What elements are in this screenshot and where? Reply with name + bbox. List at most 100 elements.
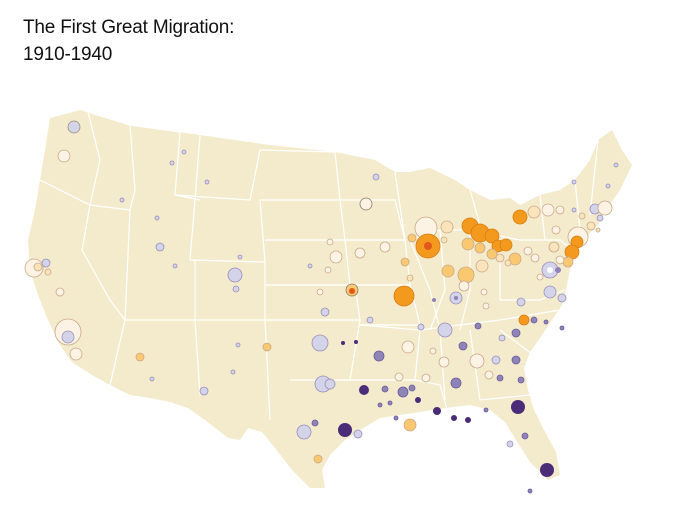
- city-marker: [353, 429, 363, 439]
- city-marker: [316, 288, 324, 296]
- city-marker: [397, 386, 409, 398]
- city-marker: [421, 373, 431, 383]
- city-marker: [324, 266, 332, 274]
- city-marker: [536, 273, 544, 281]
- city-marker: [326, 238, 334, 246]
- city-marker: [457, 266, 475, 284]
- city-marker: [484, 228, 500, 244]
- city-marker: [595, 227, 601, 233]
- city-marker: [227, 267, 243, 283]
- city-marker: [508, 252, 522, 266]
- city-marker: [393, 415, 399, 421]
- city-marker: [483, 407, 489, 413]
- city-marker: [307, 263, 313, 269]
- city-marker: [338, 423, 352, 437]
- city-marker: [518, 314, 530, 326]
- city-marker: [69, 347, 83, 361]
- city-marker: [33, 262, 43, 272]
- city-marker: [555, 255, 565, 265]
- city-marker: [403, 418, 417, 432]
- city-marker: [586, 221, 596, 231]
- city-marker: [199, 386, 209, 396]
- city-marker: [547, 267, 553, 273]
- city-marker: [44, 268, 52, 276]
- city-marker: [237, 254, 243, 260]
- city-marker: [559, 325, 565, 331]
- city-marker: [320, 307, 330, 317]
- city-marker: [417, 323, 425, 331]
- city-marker: [498, 334, 506, 342]
- city-marker: [496, 374, 504, 382]
- city-marker: [354, 247, 366, 259]
- city-marker: [381, 385, 389, 393]
- city-marker: [548, 241, 560, 253]
- city-marker: [540, 463, 554, 477]
- city-marker: [424, 242, 432, 250]
- city-marker: [504, 259, 512, 267]
- city-marker: [512, 209, 528, 225]
- city-marker: [154, 215, 160, 221]
- city-marker: [458, 341, 468, 351]
- city-marker: [557, 293, 567, 303]
- city-marker: [401, 340, 415, 354]
- city-marker: [517, 376, 525, 384]
- city-marker: [394, 372, 404, 382]
- city-marker: [613, 162, 619, 168]
- city-marker: [454, 296, 458, 300]
- city-marker: [596, 214, 604, 222]
- city-marker: [543, 285, 557, 299]
- city-marker: [181, 149, 187, 155]
- city-marker: [149, 376, 155, 382]
- city-marker: [55, 287, 65, 297]
- city-marker: [516, 297, 526, 307]
- city-marker: [155, 242, 165, 252]
- city-marker: [469, 353, 485, 369]
- city-marker: [605, 183, 611, 189]
- city-marker: [311, 334, 329, 352]
- city-marker: [329, 250, 343, 264]
- city-marker: [578, 212, 586, 220]
- city-marker: [495, 253, 505, 263]
- city-marker: [440, 220, 454, 234]
- city-marker: [169, 160, 175, 166]
- city-marker: [433, 407, 441, 415]
- city-marker: [204, 179, 210, 185]
- city-marker: [349, 288, 355, 294]
- city-marker: [480, 288, 488, 296]
- city-marker: [506, 440, 514, 448]
- city-marker: [57, 149, 71, 163]
- city-marker: [484, 370, 494, 380]
- city-marker: [523, 246, 533, 256]
- city-marker: [230, 369, 236, 375]
- city-marker: [400, 257, 410, 267]
- city-marker: [486, 248, 498, 260]
- city-marker: [437, 322, 453, 338]
- city-marker: [235, 342, 241, 348]
- map-title: The First Great Migration: 1910-1940: [23, 14, 234, 68]
- city-marker: [61, 330, 75, 344]
- city-marker: [406, 274, 414, 282]
- city-marker: [359, 197, 373, 211]
- city-marker: [527, 205, 541, 219]
- city-marker: [491, 355, 501, 365]
- city-marker: [475, 259, 489, 273]
- city-marker: [571, 207, 577, 213]
- city-marker: [41, 258, 51, 268]
- city-marker: [450, 377, 462, 389]
- city-marker: [366, 316, 374, 324]
- city-marker: [511, 355, 521, 365]
- city-marker: [451, 415, 457, 421]
- city-marker: [313, 454, 323, 464]
- city-marker: [543, 319, 549, 325]
- city-marker: [555, 205, 565, 215]
- city-marker: [521, 432, 529, 440]
- title-line-2: 1910-1940: [23, 44, 113, 65]
- city-marker: [296, 424, 312, 440]
- city-marker: [555, 267, 561, 273]
- city-marker: [551, 225, 561, 235]
- city-marker: [432, 298, 436, 302]
- city-marker: [597, 200, 613, 216]
- city-marker: [379, 241, 391, 253]
